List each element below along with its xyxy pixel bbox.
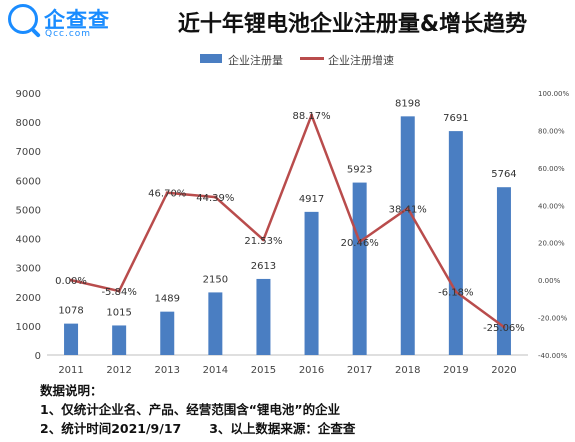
x-tick-label: 2020 [491, 365, 516, 376]
growth-value-label: -6.18% [438, 288, 473, 299]
y-left-tick-label: 3000 [16, 264, 41, 275]
notes-line-2: 2、统计时间2021/9/17 3、以上数据来源：企查查 [40, 419, 570, 438]
x-tick-label: 2011 [58, 365, 83, 376]
y-right-tick-label: -20.00% [538, 315, 568, 323]
data-notes: 数据说明： 1、仅统计企业名、产品、经营范围含“锂电池”的企业 2、统计时间20… [40, 381, 570, 438]
growth-point [213, 195, 217, 199]
growth-point [310, 113, 314, 117]
bar-value-label: 1489 [155, 294, 180, 305]
growth-point [406, 206, 410, 210]
x-tick-label: 2018 [395, 365, 420, 376]
growth-value-label: 38.41% [389, 204, 427, 215]
legend-label-growth: 企业注册增速 [328, 54, 394, 67]
brand-name: 企查查 [44, 8, 110, 32]
y-right-tick-label: 40.00% [538, 202, 565, 210]
x-tick-label: 2012 [106, 365, 131, 376]
x-tick-label: 2017 [347, 365, 372, 376]
bar-value-label: 1078 [58, 306, 83, 317]
y-right-tick-label: 80.00% [538, 127, 565, 135]
y-left-tick-label: 1000 [16, 322, 41, 333]
growth-line [70, 113, 505, 329]
x-tick-label: 2019 [443, 365, 468, 376]
bar [208, 292, 223, 355]
bar-value-label: 2150 [203, 274, 228, 285]
growth-value-label: 0.00% [55, 276, 87, 287]
x-tick-label: 2016 [299, 365, 324, 376]
y-right-tick-label: 60.00% [538, 165, 565, 173]
y-left-tick-label: 7000 [16, 147, 41, 158]
growth-point [454, 290, 458, 294]
bar-value-label: 7691 [443, 113, 468, 124]
brand-domain: Qcc.com [45, 29, 92, 39]
bar [256, 278, 271, 355]
header: 企查查 Qcc.com 近十年锂电池企业注册量&增长趋势 [0, 0, 575, 44]
growth-point [358, 240, 362, 244]
growth-point [69, 278, 73, 282]
chart-title: 近十年锂电池企业注册量&增长趋势 [177, 12, 528, 37]
bar-value-label: 5764 [491, 169, 516, 180]
notes-line-2a: 2、统计时间2021/9/17 [40, 421, 182, 436]
bar-value-label: 2613 [251, 261, 276, 272]
notes-heading: 数据说明： [40, 383, 103, 398]
y-left-tick-label: 5000 [16, 205, 41, 216]
y-left-tick-label: 4000 [16, 235, 41, 246]
bar [160, 311, 175, 355]
growth-value-label: 20.46% [341, 238, 379, 249]
growth-point [117, 289, 121, 293]
y-right-tick-label: 20.00% [538, 240, 565, 248]
bar-value-label: 8198 [395, 98, 420, 109]
y-left-tick-label: 2000 [16, 293, 41, 304]
bar-value-label: 4917 [299, 194, 324, 205]
x-tick-label: 2015 [251, 365, 276, 376]
growth-value-label: 46.70% [148, 189, 186, 200]
growth-value-label: 44.39% [196, 193, 234, 204]
brand-logo: 企查查 Qcc.com [8, 4, 123, 42]
growth-value-label: 88.17% [292, 111, 330, 122]
y-left-tick-label: 8000 [16, 118, 41, 129]
bar [496, 187, 511, 355]
x-tick-label: 2013 [155, 365, 180, 376]
bar-value-label: 5923 [347, 165, 372, 176]
growth-value-label: -5.84% [101, 287, 136, 298]
notes-line-1: 1、仅统计企业名、产品、经营范围含“锂电池”的企业 [40, 402, 341, 417]
growth-value-label: -25.06% [483, 323, 525, 334]
y-left-tick-label: 6000 [16, 176, 41, 187]
growth-point [502, 325, 506, 329]
growth-value-label: 21.53% [244, 236, 282, 247]
legend-line-swatch [300, 57, 324, 60]
growth-point [261, 238, 265, 242]
combo-chart: 0 1000 2000 3000 4000 5000 6000 7000 8000 9000 -40… [16, 89, 570, 376]
notes-line-2b: 3、以上数据来源：企查查 [209, 421, 356, 436]
y-right-tick-label: 0.00% [538, 277, 561, 285]
search-magnifier-icon [8, 4, 38, 34]
y-left-tick-label: 9000 [16, 89, 41, 100]
y-right-tick-label: 100.00% [538, 90, 569, 98]
bar [352, 182, 367, 355]
legend-label-registrations: 企业注册量 [228, 54, 283, 67]
y-left-tick-label: 0 [35, 351, 41, 362]
bar [400, 116, 415, 355]
y-right-tick-label: -40.00% [538, 352, 568, 360]
bar [64, 323, 79, 355]
bar [112, 325, 127, 355]
legend-bar-swatch [200, 54, 222, 63]
growth-point [165, 191, 169, 195]
bar [304, 211, 319, 355]
bar [448, 131, 463, 355]
bar-value-label: 1015 [106, 307, 131, 318]
chart-legend: 企业注册量 企业注册增速 [0, 49, 575, 69]
x-tick-label: 2014 [203, 365, 228, 376]
